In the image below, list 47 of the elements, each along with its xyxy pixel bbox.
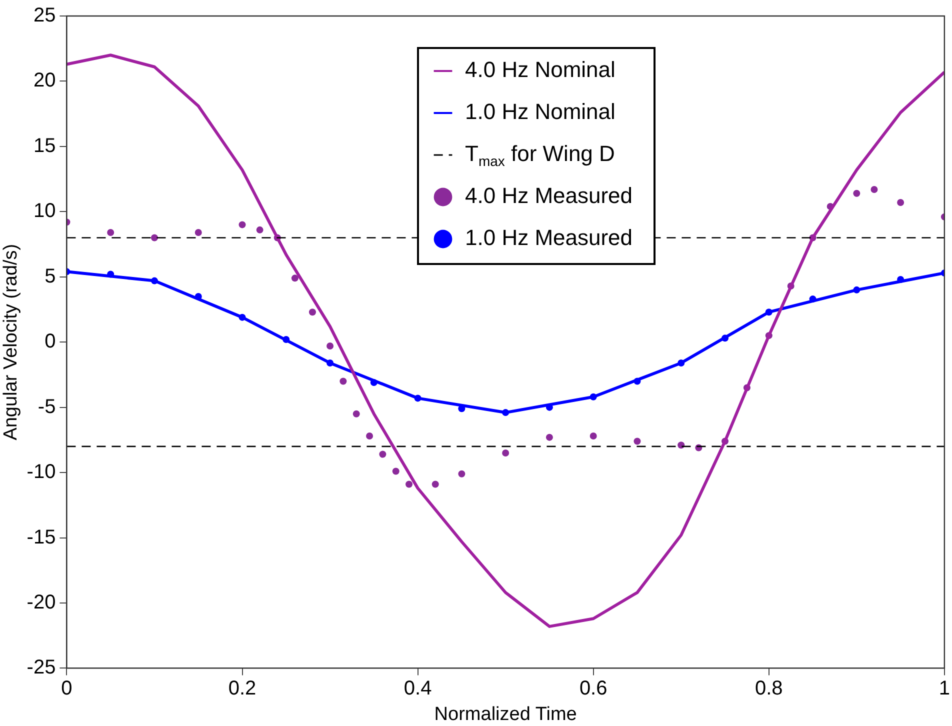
point bbox=[352, 410, 360, 418]
point bbox=[406, 480, 413, 488]
point bbox=[853, 190, 860, 197]
x-tick-label: 1 bbox=[938, 678, 950, 700]
point bbox=[256, 226, 264, 234]
point bbox=[308, 308, 316, 316]
point bbox=[150, 234, 158, 242]
point bbox=[502, 449, 510, 456]
x-tick-label: 0.4 bbox=[404, 678, 432, 700]
y-tick-label: -20 bbox=[26, 591, 56, 614]
point bbox=[634, 438, 641, 445]
point bbox=[340, 378, 347, 385]
y-tick-label: 25 bbox=[33, 4, 56, 27]
y-tick-label: -15 bbox=[26, 526, 56, 548]
x-tick-label: 0.6 bbox=[579, 678, 608, 700]
point bbox=[194, 229, 202, 236]
y-tick-label: -5 bbox=[38, 396, 56, 418]
point bbox=[432, 480, 439, 488]
point bbox=[107, 229, 114, 236]
legend-label: 4.0 Hz Measured bbox=[465, 183, 633, 208]
y-tick-label: -25 bbox=[26, 656, 56, 679]
y-tick-label: 20 bbox=[33, 70, 56, 92]
point bbox=[897, 199, 904, 206]
point bbox=[379, 450, 386, 458]
point bbox=[326, 342, 334, 350]
y-tick-label: -10 bbox=[26, 461, 56, 484]
y-axis-title: Angular Velocity (rad/s) bbox=[0, 244, 22, 440]
point bbox=[870, 186, 878, 193]
point bbox=[590, 432, 597, 440]
legend-label: 1.0 Hz Measured bbox=[465, 225, 633, 250]
y-tick-label: 10 bbox=[33, 200, 56, 222]
y-tick-label: 0 bbox=[44, 330, 56, 353]
point bbox=[392, 468, 400, 475]
x-tick-label: 0.8 bbox=[754, 678, 783, 700]
point bbox=[238, 221, 246, 228]
point bbox=[458, 470, 466, 478]
point bbox=[366, 432, 374, 440]
x-axis-title: Normalized Time bbox=[434, 704, 577, 725]
legend-label: 4.0 Hz Nominal bbox=[465, 57, 616, 82]
point bbox=[546, 434, 553, 441]
x-tick-label: 0.2 bbox=[228, 678, 256, 700]
point bbox=[678, 442, 685, 449]
y-tick-label: 15 bbox=[33, 134, 56, 157]
y-tick-label: 5 bbox=[44, 265, 56, 288]
point bbox=[291, 274, 298, 282]
legend-label: 1.0 Hz Nominal bbox=[465, 99, 616, 124]
x-tick-label: 0 bbox=[61, 678, 72, 700]
